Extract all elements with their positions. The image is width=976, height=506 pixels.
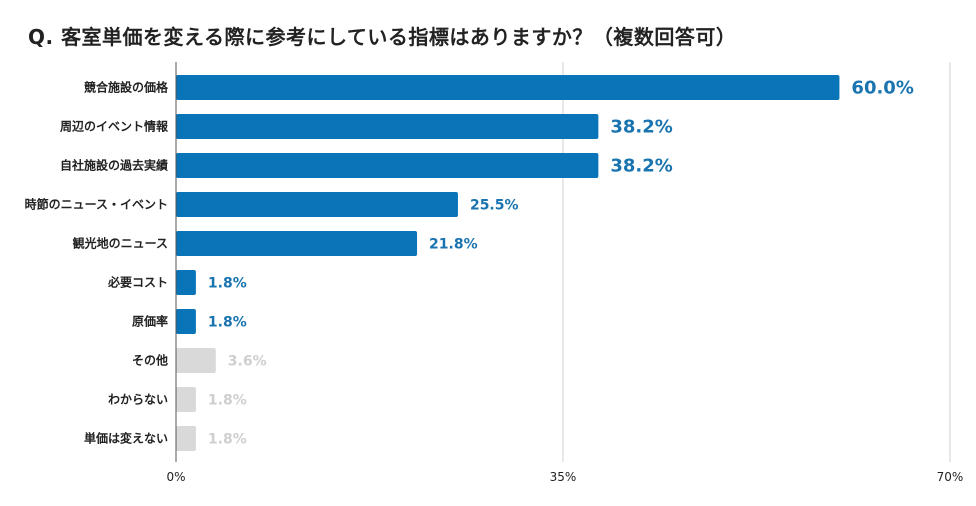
data-label: 1.8% xyxy=(208,393,247,409)
bar xyxy=(176,231,418,256)
bar xyxy=(176,348,216,373)
bar xyxy=(176,426,196,451)
bar xyxy=(176,309,196,334)
data-label: 1.8% xyxy=(208,276,247,292)
category-label: わからない xyxy=(108,393,168,407)
chart-title: Q. 客室単価を変える際に参考にしている指標はありますか？（複数回答可） xyxy=(28,25,737,49)
data-label: 60.0% xyxy=(851,78,913,99)
category-label: 競合施設の価格 xyxy=(84,80,169,95)
bar xyxy=(176,387,196,412)
x-tick-label: 35% xyxy=(550,470,577,484)
bar xyxy=(176,75,840,100)
data-label: 38.2% xyxy=(610,156,672,177)
category-label: 単価は変えない xyxy=(84,431,168,446)
category-label: 観光地のニュース xyxy=(73,236,168,251)
bar xyxy=(176,270,196,295)
data-label: 3.6% xyxy=(228,354,267,370)
x-tick-label: 0% xyxy=(166,470,185,484)
category-label: 必要コスト xyxy=(107,275,168,290)
bar xyxy=(176,153,599,178)
bar xyxy=(176,114,599,139)
data-label: 21.8% xyxy=(429,237,478,253)
x-tick-label: 70% xyxy=(937,470,964,484)
bar xyxy=(176,192,458,217)
category-label: その他 xyxy=(132,353,168,368)
data-label: 25.5% xyxy=(470,198,519,214)
category-label: 周辺のイベント情報 xyxy=(60,119,169,134)
category-label: 自社施設の過去実績 xyxy=(60,158,168,173)
category-label: 時節のニュース・イベント xyxy=(25,197,168,212)
category-label: 原価率 xyxy=(132,314,168,329)
data-label: 1.8% xyxy=(208,432,247,448)
data-label: 1.8% xyxy=(208,315,247,331)
data-label: 38.2% xyxy=(610,117,672,138)
